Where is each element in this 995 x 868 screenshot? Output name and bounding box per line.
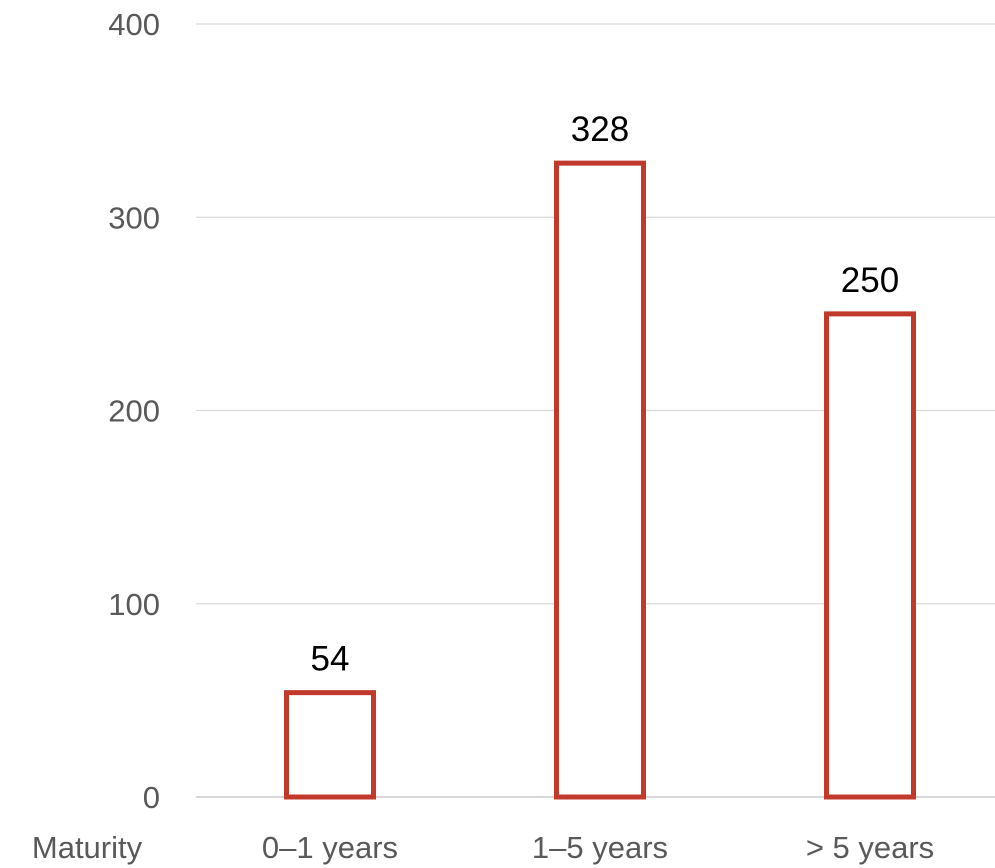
data-label: 328 — [571, 110, 629, 149]
x-axis-tick-labels: Maturity 0–1 years 1–5 years > 5 years — [32, 830, 934, 865]
y-tick-label: 300 — [108, 200, 160, 235]
bar — [824, 311, 916, 800]
data-label: 54 — [311, 640, 350, 679]
bar — [554, 160, 646, 800]
y-tick-label: 400 — [108, 7, 160, 42]
x-tick-label: 1–5 years — [532, 830, 668, 865]
y-axis-tick-labels: 0 100 200 300 400 — [108, 7, 160, 815]
y-tick-label: 200 — [108, 394, 160, 429]
data-label: 250 — [841, 261, 899, 300]
x-tick-label: 0–1 years — [262, 830, 398, 865]
x-tick-label: > 5 years — [806, 830, 934, 865]
y-tick-label: 100 — [108, 587, 160, 622]
y-tick-label: 0 — [143, 780, 160, 815]
x-axis-title: Maturity — [32, 830, 143, 865]
data-labels: 54 328 250 — [311, 110, 900, 679]
bar — [284, 690, 376, 800]
bars — [284, 160, 916, 800]
